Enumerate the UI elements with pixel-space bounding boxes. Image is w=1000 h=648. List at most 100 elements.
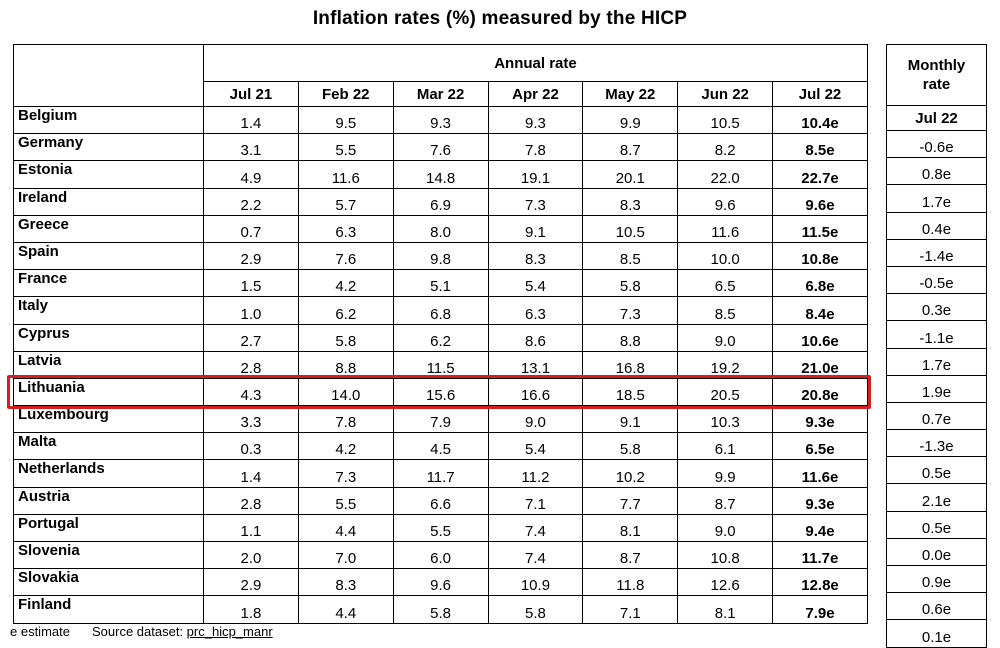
table-row: Spain 2.9 7.6 9.8 8.3 8.5 10.0 10.8e — [13, 241, 868, 271]
table-row: Greece 0.7 6.3 8.0 9.1 10.5 11.6 11.5e — [13, 214, 868, 243]
rate-cell: 4.2 — [297, 269, 394, 298]
rate-cell: 10.6e — [772, 323, 868, 352]
monthly-rate-cell: 0.8e — [886, 157, 987, 186]
rate-cell: 8.6 — [487, 323, 584, 352]
monthly-rate-cell: -1.1e — [886, 320, 987, 349]
rate-cell: 8.8 — [582, 323, 679, 352]
rate-cell: 10.8e — [772, 241, 868, 271]
rate-cell: 11.5 — [392, 350, 489, 379]
monthly-rate-cell: 0.7e — [886, 401, 987, 431]
monthly-row: -1.3e — [886, 429, 987, 458]
country-name: Estonia — [13, 160, 204, 189]
rate-cell: 12.8e — [772, 568, 868, 597]
rate-cell: 6.3 — [487, 296, 584, 325]
country-name: Portugal — [13, 513, 204, 543]
table-row: Luxembourg 3.3 7.8 7.9 9.0 9.1 10.3 9.3e — [13, 405, 868, 434]
rate-cell: 9.1 — [582, 405, 679, 434]
rate-cell: 6.0 — [392, 540, 489, 570]
rate-cell: 19.1 — [487, 160, 584, 189]
monthly-rate-cell: -1.4e — [886, 238, 987, 267]
rate-cell: 9.9 — [582, 105, 679, 135]
rate-cell: 8.1 — [677, 595, 774, 624]
rate-cell: 9.6e — [772, 187, 868, 216]
monthly-rate-cell: 0.5e — [886, 456, 987, 485]
rate-cell: 22.7e — [772, 160, 868, 189]
annual-rate-header: Annual rate — [203, 44, 868, 82]
rate-cell: 1.0 — [203, 296, 299, 325]
rate-cell: 5.5 — [297, 133, 394, 162]
rate-cell: 7.4 — [487, 513, 584, 543]
table-row: Italy 1.0 6.2 6.8 6.3 7.3 8.5 8.4e — [13, 296, 868, 325]
country-name: Slovakia — [13, 568, 204, 597]
monthly-row: 0.0e — [886, 537, 987, 567]
rate-cell: 2.8 — [203, 486, 299, 515]
rate-cell: 7.3 — [297, 459, 394, 488]
estimate-note: e estimate — [10, 624, 70, 639]
rate-cell: 11.7e — [772, 540, 868, 570]
monthly-rate-cell: 1.7e — [886, 347, 987, 376]
monthly-rate-cell: 0.1e — [886, 619, 987, 648]
rate-cell: 6.8e — [772, 269, 868, 298]
monthly-row: -0.5e — [886, 265, 987, 295]
table-row: Austria 2.8 5.5 6.6 7.1 7.7 8.7 9.3e — [13, 486, 868, 515]
country-name: Austria — [13, 486, 204, 515]
rate-cell: 14.0 — [297, 377, 394, 407]
rate-cell: 7.8 — [487, 133, 584, 162]
rate-cell: 8.5 — [677, 296, 774, 325]
table-row: Belgium 1.4 9.5 9.3 9.3 9.9 10.5 10.4e — [13, 105, 868, 135]
rate-cell: 6.3 — [297, 214, 394, 243]
country-name: Ireland — [13, 187, 204, 216]
rate-cell: 1.1 — [203, 513, 299, 543]
monthly-row: 0.5e — [886, 456, 987, 485]
rate-cell: 20.8e — [772, 377, 868, 407]
rate-cell: 2.7 — [203, 323, 299, 352]
monthly-column-header: Jul 22 — [886, 105, 987, 131]
rate-cell: 1.4 — [203, 459, 299, 488]
rate-cell: 8.7 — [677, 486, 774, 515]
rate-cell: 10.9 — [487, 568, 584, 597]
table-row: Estonia 4.9 11.6 14.8 19.1 20.1 22.0 22.7e — [13, 160, 868, 189]
monthly-row: 0.5e — [886, 510, 987, 539]
rate-cell: 6.6 — [392, 486, 489, 515]
rate-cell: 2.0 — [203, 540, 299, 570]
rate-cell: 20.1 — [582, 160, 679, 189]
rate-cell: 4.2 — [297, 432, 394, 461]
rate-cell: 6.2 — [392, 323, 489, 352]
rate-cell: 8.8 — [297, 350, 394, 379]
rate-cell: 19.2 — [677, 350, 774, 379]
column-header: Jul 22 — [772, 81, 868, 107]
lithuania-highlight-box — [7, 375, 871, 409]
column-header: Apr 22 — [487, 81, 584, 107]
footer: e estimate Source dataset: prc_hicp_manr — [10, 624, 273, 639]
rate-cell: 4.4 — [297, 513, 394, 543]
column-header: Jun 22 — [677, 81, 774, 107]
table-row: Ireland 2.2 5.7 6.9 7.3 8.3 9.6 9.6e — [13, 187, 868, 216]
source-label: Source dataset: — [91, 624, 184, 639]
rate-cell: 4.9 — [203, 160, 299, 189]
rate-cell: 5.8 — [487, 595, 584, 624]
rate-cell: 20.5 — [677, 377, 774, 407]
rate-cell: 7.6 — [297, 241, 394, 271]
monthly-row: 0.7e — [886, 401, 987, 431]
rate-cell: 1.4 — [203, 105, 299, 135]
rate-cell: 3.1 — [203, 133, 299, 162]
country-name: Belgium — [13, 105, 204, 135]
rate-cell: 4.3 — [203, 377, 299, 407]
rate-cell: 8.3 — [582, 187, 679, 216]
table-row: Portugal 1.1 4.4 5.5 7.4 8.1 9.0 9.4e — [13, 513, 868, 543]
rate-cell: 9.0 — [677, 513, 774, 543]
monthly-rate-cell: 0.9e — [886, 564, 987, 594]
rate-cell: 7.3 — [487, 187, 584, 216]
rate-cell: 10.0 — [677, 241, 774, 271]
table-row: Slovenia 2.0 7.0 6.0 7.4 8.7 10.8 11.7e — [13, 540, 868, 570]
table-row: Netherlands 1.4 7.3 11.7 11.2 10.2 9.9 11.6e — [13, 459, 868, 488]
annual-rate-table: Annual rate Jul 21 Feb 22 Mar 22 Apr 22 May … — [13, 44, 868, 624]
table-row: France 1.5 4.2 5.1 5.4 5.8 6.5 6.8e — [13, 269, 868, 298]
rate-cell: 0.3 — [203, 432, 299, 461]
rate-cell: 5.7 — [297, 187, 394, 216]
monthly-row: -1.4e — [886, 238, 987, 267]
monthly-rate-cell: 2.1e — [886, 483, 987, 512]
source-dataset-link[interactable]: prc_hicp_manr — [186, 624, 273, 639]
rate-cell: 7.3 — [582, 296, 679, 325]
rate-cell: 7.9e — [772, 595, 868, 624]
